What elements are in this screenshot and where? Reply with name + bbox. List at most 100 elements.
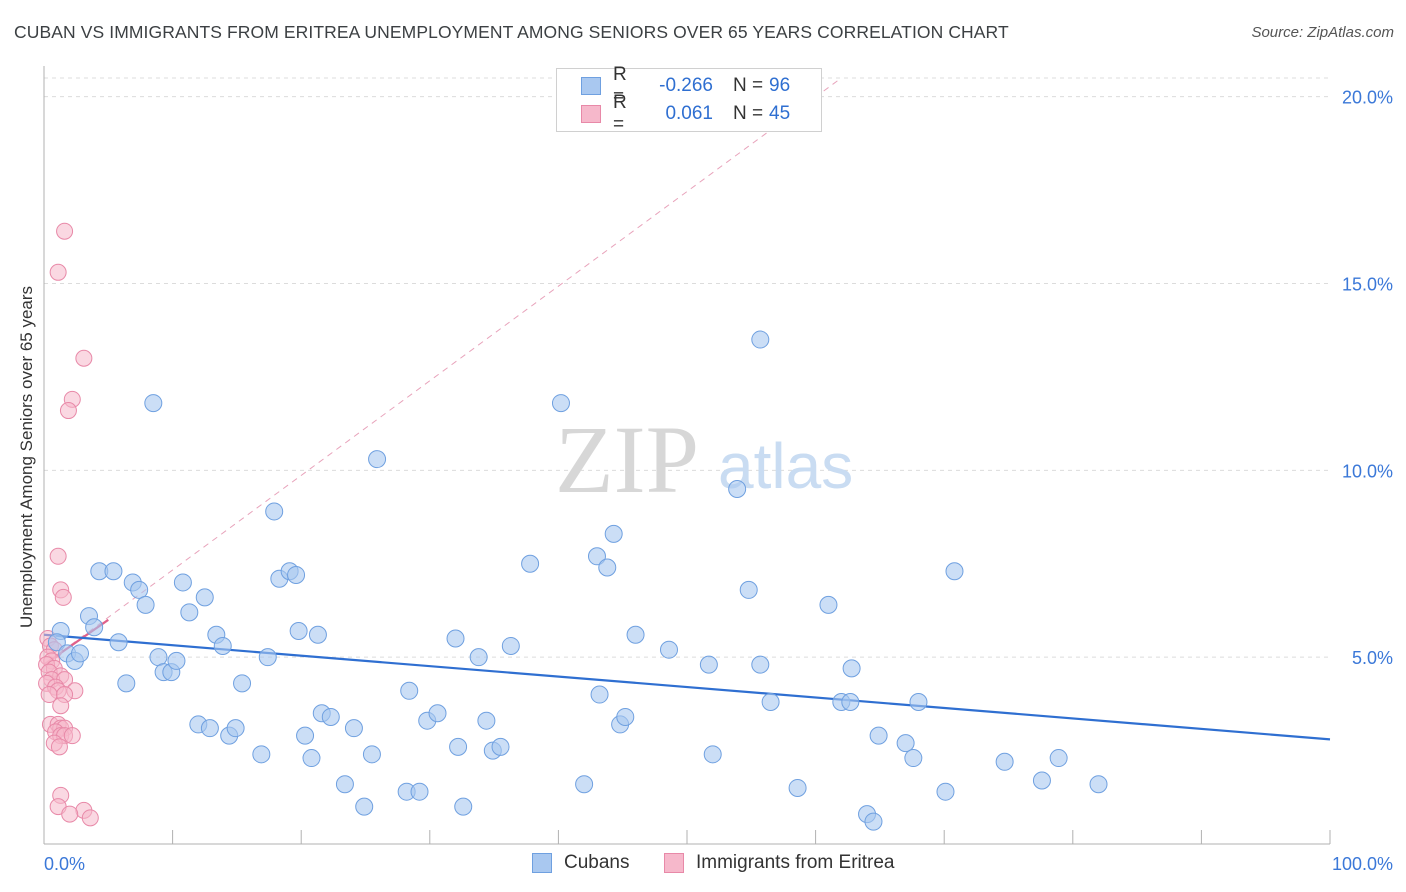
cubans-point bbox=[491, 737, 510, 756]
eritrea-legend-label: Immigrants from Eritrea bbox=[696, 852, 895, 873]
cubans-point bbox=[616, 707, 635, 726]
cubans-point bbox=[936, 782, 955, 801]
cubans-point bbox=[71, 644, 90, 663]
eritrea-point bbox=[63, 727, 81, 745]
cubans-point bbox=[200, 719, 219, 738]
cubans-legend-swatch bbox=[532, 853, 552, 873]
r-value: 0.061 bbox=[665, 103, 713, 124]
eritrea-point bbox=[49, 263, 67, 281]
source-label: Source: ZipAtlas.com bbox=[1251, 24, 1394, 41]
eritrea-point bbox=[61, 805, 79, 823]
cubans-point bbox=[428, 704, 447, 723]
cubans-point bbox=[751, 330, 770, 349]
cubans-point bbox=[144, 394, 163, 413]
cubans-point bbox=[1049, 749, 1068, 768]
eritrea-point bbox=[75, 349, 93, 367]
cubans-point bbox=[302, 749, 321, 768]
cubans-legend-label: Cubans bbox=[564, 852, 630, 873]
x-tick-label: 100.0% bbox=[1332, 854, 1393, 874]
cubans-point bbox=[551, 394, 570, 413]
n-value: 96 bbox=[769, 75, 791, 96]
cubans-point bbox=[995, 752, 1014, 771]
cubans-point bbox=[626, 625, 645, 644]
cubans-point bbox=[296, 726, 315, 745]
cubans-point bbox=[321, 707, 340, 726]
cubans-point bbox=[213, 636, 232, 655]
cubans-point bbox=[896, 734, 915, 753]
cubans-point bbox=[226, 719, 245, 738]
cubans-point bbox=[454, 797, 473, 816]
n-label: N = bbox=[733, 75, 764, 96]
axes bbox=[43, 66, 1331, 845]
x-tick-label: 0.0% bbox=[44, 854, 85, 874]
cubans-point bbox=[1089, 775, 1108, 794]
eritrea-point bbox=[50, 738, 68, 756]
cubans-point bbox=[501, 636, 520, 655]
cubans-point bbox=[287, 565, 306, 584]
cubans-point bbox=[195, 588, 214, 607]
cubans-point bbox=[446, 629, 465, 648]
cubans-point bbox=[449, 737, 468, 756]
cubans-point bbox=[945, 562, 964, 581]
r-label: R = bbox=[613, 64, 627, 107]
eritrea-point bbox=[56, 222, 74, 240]
chart-title: CUBAN VS IMMIGRANTS FROM ERITREA UNEMPLO… bbox=[14, 22, 1009, 42]
correlation-legend: R = -0.266 N = 96 R = 0.061 N = 45 bbox=[556, 64, 822, 135]
legend-item-cubans: Cubans bbox=[532, 852, 630, 874]
r-label: R = bbox=[613, 92, 627, 135]
cubans-trend-line bbox=[43, 633, 1331, 741]
cubans-point bbox=[521, 554, 540, 573]
eritrea-point bbox=[49, 547, 67, 565]
legend-row-eritrea: R = 0.061 N = 45 bbox=[557, 92, 791, 135]
cubans-point bbox=[751, 655, 770, 674]
y-axis-label: Unemployment Among Seniors over 65 years bbox=[17, 286, 36, 628]
cubans-point bbox=[410, 782, 429, 801]
cubans-point bbox=[289, 622, 308, 641]
legend-item-eritrea: Immigrants from Eritrea bbox=[664, 852, 894, 874]
cubans-point bbox=[841, 693, 860, 712]
cubans-point bbox=[355, 797, 374, 816]
cubans-point bbox=[864, 812, 883, 831]
cubans-point bbox=[598, 558, 617, 577]
cubans-point bbox=[85, 618, 104, 637]
cubans-point bbox=[109, 633, 128, 652]
cubans-point bbox=[728, 480, 747, 499]
cubans-point bbox=[604, 524, 623, 543]
cubans-point bbox=[477, 711, 496, 730]
cubans-point bbox=[590, 685, 609, 704]
cubans-point bbox=[104, 562, 123, 581]
cubans-point bbox=[47, 633, 66, 652]
eritrea-swatch bbox=[581, 105, 601, 123]
cubans-point bbox=[180, 603, 199, 622]
cubans-point bbox=[842, 659, 861, 678]
cubans-point bbox=[739, 580, 758, 599]
cubans-point bbox=[265, 502, 284, 521]
cubans-point bbox=[788, 778, 807, 797]
cubans-point bbox=[819, 595, 838, 614]
eritrea-points bbox=[38, 222, 99, 827]
cubans-point bbox=[149, 648, 168, 667]
cubans-point bbox=[136, 595, 155, 614]
watermark: ZIP atlas bbox=[555, 406, 853, 513]
cubans-point bbox=[344, 719, 363, 738]
cubans-point bbox=[130, 580, 149, 599]
cubans-point bbox=[252, 745, 271, 764]
cubans-point bbox=[335, 775, 354, 794]
eritrea-point bbox=[54, 588, 72, 606]
cubans-point bbox=[469, 648, 488, 667]
n-value: 45 bbox=[769, 103, 791, 124]
n-label: N = bbox=[733, 103, 764, 124]
cubans-point bbox=[659, 640, 678, 659]
r-value: -0.266 bbox=[659, 75, 713, 96]
eritrea-point bbox=[59, 402, 77, 420]
cubans-point bbox=[173, 573, 192, 592]
cubans-point bbox=[703, 745, 722, 764]
eritrea-point bbox=[81, 809, 99, 827]
y-tick-label: 5.0% bbox=[1352, 648, 1393, 668]
eritrea-legend-swatch bbox=[664, 853, 684, 873]
cubans-point bbox=[575, 775, 594, 794]
cubans-point bbox=[869, 726, 888, 745]
y-tick-label: 20.0% bbox=[1342, 88, 1393, 108]
cubans-point bbox=[167, 651, 186, 670]
cubans-point bbox=[258, 648, 277, 667]
